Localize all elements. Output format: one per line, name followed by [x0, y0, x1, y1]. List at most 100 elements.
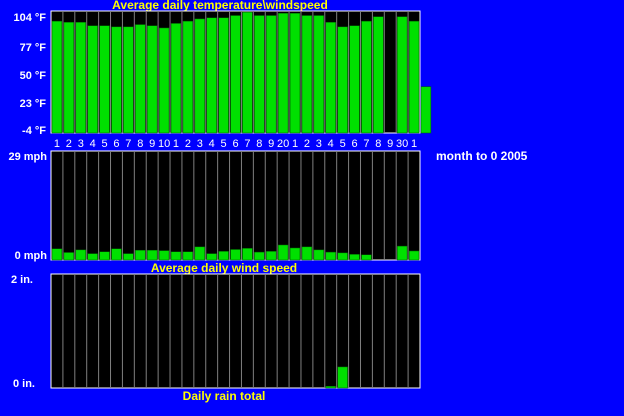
day-tick-label: 7 — [125, 138, 131, 150]
day-tick-label: 3 — [316, 138, 322, 150]
temperature-bar — [135, 24, 146, 134]
temperature-bar — [277, 13, 289, 134]
wind-bar — [254, 251, 265, 261]
wind-bar — [230, 249, 241, 261]
temperature-bar — [206, 17, 217, 134]
wind-bar — [289, 247, 301, 261]
day-tick-label: 7 — [244, 138, 250, 150]
day-tick-label: 2 — [185, 138, 191, 150]
temp-ytick-neg4: -4 °F — [22, 125, 46, 137]
period-note: month to 0 2005 — [436, 149, 528, 163]
day-tick-label: 3 — [78, 138, 84, 150]
temperature-bar — [373, 16, 384, 134]
temperature-bar — [289, 13, 301, 134]
wind-bar — [75, 249, 86, 261]
day-tick-label: 5 — [340, 138, 346, 150]
day-tick-label: 9 — [149, 138, 155, 150]
temperature-chart-title: Average daily temperature\windspeed — [112, 0, 328, 12]
day-tick-label: 10 — [158, 138, 170, 150]
wind-plot-area — [50, 150, 421, 261]
day-tick-label: 1 — [173, 138, 179, 150]
wind-bar — [111, 248, 122, 261]
day-tick-label: 6 — [351, 138, 357, 150]
temperature-bar — [396, 16, 408, 134]
temperature-bar — [111, 26, 122, 134]
temp-ytick-104: 104 °F — [13, 12, 46, 24]
day-tick-label: 1 — [411, 138, 417, 150]
day-tick-label: 8 — [375, 138, 381, 150]
rain-bar — [337, 366, 348, 389]
temperature-bar — [361, 20, 372, 134]
day-tick-label: 3 — [197, 138, 203, 150]
temperature-bar — [51, 20, 63, 134]
temperature-bar — [420, 86, 432, 134]
temperature-bar — [313, 15, 325, 134]
wind-ytick-29: 29 mph — [8, 151, 47, 163]
rain-ytick-0: 0 in. — [13, 378, 35, 390]
temperature-bar — [75, 22, 86, 134]
temperature-bar — [170, 23, 182, 134]
temperature-bar — [218, 17, 229, 134]
wind-ytick-0: 0 mph — [15, 250, 48, 262]
day-tick-label: 8 — [137, 138, 143, 150]
wind-bar — [337, 252, 348, 261]
temperature-bar — [87, 25, 98, 134]
temperature-bar — [349, 25, 360, 134]
temperature-bar — [146, 25, 158, 134]
rain-chart-title: Daily rain total — [183, 389, 266, 403]
wind-bar — [349, 254, 360, 261]
wind-bar — [218, 251, 229, 261]
temperature-bar — [254, 15, 265, 134]
rain-bar — [325, 386, 336, 389]
wind-bar — [63, 252, 75, 261]
temperature-bar — [63, 22, 75, 134]
day-tick-label: 4 — [328, 138, 334, 150]
wind-bar — [301, 246, 313, 261]
day-tick-label: 20 — [277, 138, 289, 150]
day-tick-label: 7 — [363, 138, 369, 150]
wind-bar — [194, 246, 205, 261]
wind-bar — [242, 248, 253, 261]
wind-bar — [313, 249, 325, 261]
temp-ytick-23: 23 °F — [20, 98, 47, 110]
temperature-bar — [301, 15, 313, 134]
wind-bar — [277, 244, 289, 261]
wind-bar — [123, 253, 134, 261]
day-tick-label: 8 — [256, 138, 262, 150]
wind-bar — [325, 251, 336, 261]
wind-bar — [396, 245, 408, 261]
temperature-bar — [266, 15, 277, 134]
temperature-bar — [182, 20, 194, 134]
wind-bar — [206, 253, 217, 261]
temperature-bar — [337, 26, 348, 134]
day-tick-label: 1 — [292, 138, 298, 150]
day-tick-label: 1 — [54, 138, 60, 150]
day-tick-label: 9 — [268, 138, 274, 150]
wind-bar — [51, 248, 63, 261]
day-tick-label: 30 — [396, 138, 408, 150]
wind-bar — [87, 253, 98, 261]
day-tick-label: 6 — [113, 138, 119, 150]
temperature-bar — [242, 11, 253, 134]
temperature-bar — [325, 22, 336, 134]
day-tick-label: 4 — [209, 138, 215, 150]
wind-bar — [99, 251, 110, 261]
day-tick-label: 4 — [90, 138, 96, 150]
wind-bar — [170, 251, 182, 261]
temperature-bar — [194, 18, 205, 134]
rain-ytick-2: 2 in. — [11, 274, 33, 286]
wind-chart-title: Average daily wind speed — [151, 261, 297, 275]
day-tick-label: 5 — [221, 138, 227, 150]
wind-bar — [158, 250, 170, 261]
temp-ytick-50: 50 °F — [20, 70, 47, 82]
temperature-bar — [230, 15, 241, 134]
temperature-bar — [123, 26, 134, 134]
day-tick-label: 9 — [387, 138, 393, 150]
wind-bar — [146, 249, 158, 261]
temp-ytick-77: 77 °F — [20, 42, 47, 54]
temperature-bar — [408, 20, 420, 134]
rain-plot-area — [50, 273, 421, 389]
wind-bar — [361, 254, 372, 261]
wind-bar — [182, 251, 194, 261]
